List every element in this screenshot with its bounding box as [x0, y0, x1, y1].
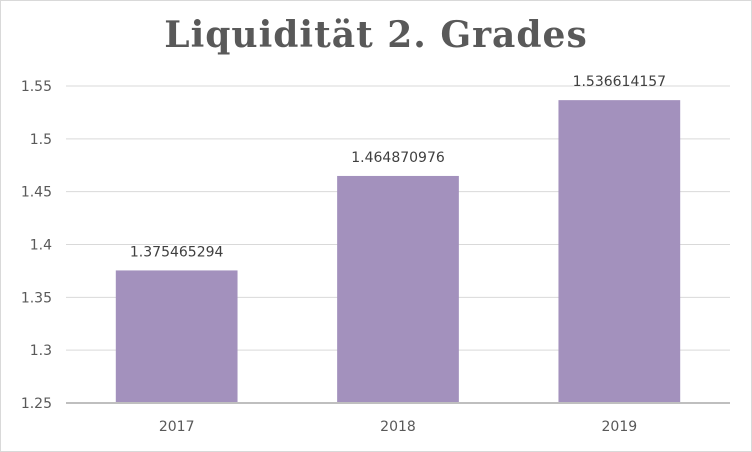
- y-tick-label: 1.5: [30, 132, 52, 148]
- x-tick-label: 2018: [380, 419, 416, 435]
- data-label: 1.375465294: [130, 244, 224, 260]
- chart-title: Liquidität 2. Grades: [164, 14, 588, 56]
- x-tick-label: 2017: [159, 419, 195, 435]
- bars: [115, 100, 681, 403]
- y-tick-label: 1.25: [21, 396, 52, 412]
- x-tick-label: 2019: [602, 419, 638, 435]
- data-label: 1.464870976: [351, 150, 445, 166]
- bar: [337, 175, 459, 403]
- bar: [115, 270, 238, 403]
- y-tick-label: 1.55: [21, 79, 52, 95]
- y-tick-label: 1.35: [21, 290, 52, 306]
- bar: [558, 100, 681, 403]
- data-label: 1.536614157: [573, 74, 667, 90]
- y-tick-label: 1.45: [21, 185, 52, 201]
- y-tick-label: 1.4: [30, 238, 52, 254]
- y-tick-label: 1.3: [30, 343, 52, 359]
- labels: 1.25 1.3 1.35 1.4 1.45 1.5 1.55 1.375465294 2017…: [21, 74, 666, 435]
